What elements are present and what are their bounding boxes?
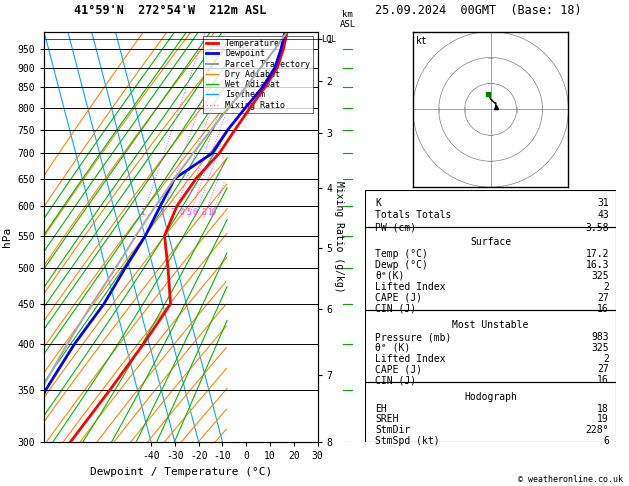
Text: CIN (J): CIN (J) <box>375 304 416 313</box>
Text: StmSpd (kt): StmSpd (kt) <box>375 435 440 446</box>
Text: EH: EH <box>375 404 387 414</box>
Legend: Temperature, Dewpoint, Parcel Trajectory, Dry Adiabat, Wet Adiabat, Isotherm, Mi: Temperature, Dewpoint, Parcel Trajectory… <box>203 36 313 113</box>
Text: Dewp (°C): Dewp (°C) <box>375 260 428 270</box>
Text: PW (cm): PW (cm) <box>375 223 416 233</box>
Text: 27: 27 <box>597 364 609 375</box>
Text: Pressure (mb): Pressure (mb) <box>375 332 451 342</box>
Text: 8: 8 <box>202 208 206 217</box>
Y-axis label: hPa: hPa <box>2 227 12 247</box>
Text: 325: 325 <box>591 343 609 353</box>
Text: Lifted Index: Lifted Index <box>375 354 445 364</box>
Text: © weatheronline.co.uk: © weatheronline.co.uk <box>518 474 623 484</box>
Text: Most Unstable: Most Unstable <box>452 320 529 330</box>
Text: 31: 31 <box>597 198 609 208</box>
Text: θᵉ (K): θᵉ (K) <box>375 343 410 353</box>
Text: 5: 5 <box>187 208 191 217</box>
Text: 983: 983 <box>591 332 609 342</box>
Text: 3.58: 3.58 <box>586 223 609 233</box>
Text: K: K <box>375 198 381 208</box>
Text: 2: 2 <box>603 354 609 364</box>
Text: 1: 1 <box>140 208 145 217</box>
Text: LCL: LCL <box>321 35 336 44</box>
Text: CAPE (J): CAPE (J) <box>375 293 422 303</box>
Text: 2: 2 <box>159 208 164 217</box>
Text: 325: 325 <box>591 271 609 281</box>
Text: 10: 10 <box>207 208 216 217</box>
Text: 19: 19 <box>597 415 609 424</box>
Y-axis label: Mixing Ratio (g/kg): Mixing Ratio (g/kg) <box>333 181 343 293</box>
Text: SREH: SREH <box>375 415 398 424</box>
Text: Temp (°C): Temp (°C) <box>375 249 428 259</box>
Text: 18: 18 <box>597 404 609 414</box>
Text: 16.3: 16.3 <box>586 260 609 270</box>
Text: 4: 4 <box>179 208 184 217</box>
Text: km
ASL: km ASL <box>340 10 355 29</box>
Text: 228°: 228° <box>586 425 609 435</box>
Text: Surface: Surface <box>470 237 511 247</box>
Text: 27: 27 <box>597 293 609 303</box>
Text: 6: 6 <box>603 435 609 446</box>
Bar <box>365 382 616 442</box>
Text: Lifted Index: Lifted Index <box>375 282 445 292</box>
X-axis label: Dewpoint / Temperature (°C): Dewpoint / Temperature (°C) <box>90 467 272 477</box>
Bar <box>365 310 616 382</box>
Text: θᵉ(K): θᵉ(K) <box>375 271 404 281</box>
Text: 6: 6 <box>192 208 197 217</box>
Text: CAPE (J): CAPE (J) <box>375 364 422 375</box>
Text: 2: 2 <box>603 282 609 292</box>
Text: CIN (J): CIN (J) <box>375 375 416 385</box>
Text: StmDir: StmDir <box>375 425 410 435</box>
Text: 25.09.2024  00GMT  (Base: 18): 25.09.2024 00GMT (Base: 18) <box>375 4 581 17</box>
Text: 16: 16 <box>597 375 609 385</box>
Text: 41°59'N  272°54'W  212m ASL: 41°59'N 272°54'W 212m ASL <box>74 4 266 17</box>
Text: 3: 3 <box>171 208 175 217</box>
Text: Hodograph: Hodograph <box>464 392 517 402</box>
Bar <box>365 227 616 310</box>
Text: Totals Totals: Totals Totals <box>375 210 451 220</box>
Bar <box>365 190 616 227</box>
Text: 16: 16 <box>597 304 609 313</box>
Text: 17.2: 17.2 <box>586 249 609 259</box>
Text: kt: kt <box>416 36 428 46</box>
Text: 43: 43 <box>597 210 609 220</box>
